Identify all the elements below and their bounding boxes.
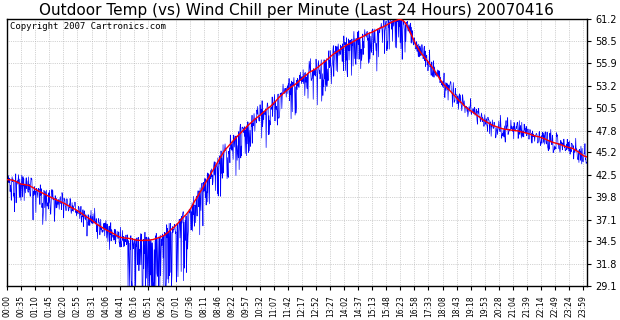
- Title: Outdoor Temp (vs) Wind Chill per Minute (Last 24 Hours) 20070416: Outdoor Temp (vs) Wind Chill per Minute …: [40, 3, 554, 18]
- Text: Copyright 2007 Cartronics.com: Copyright 2007 Cartronics.com: [10, 22, 166, 31]
